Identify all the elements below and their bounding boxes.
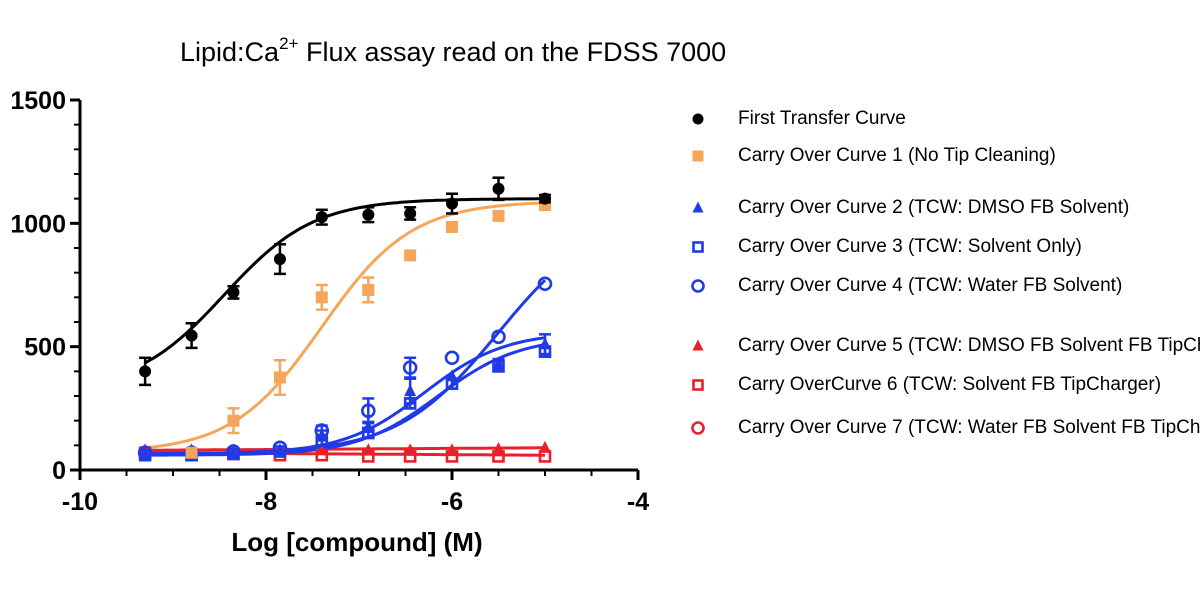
title-superscript: 2+ <box>279 34 299 53</box>
data-point <box>139 365 152 378</box>
data-point <box>227 414 240 427</box>
data-point <box>315 291 328 304</box>
data-point <box>444 350 460 366</box>
data-point <box>402 360 418 375</box>
series-5-points <box>137 276 553 461</box>
data-point <box>446 197 458 210</box>
data-point <box>539 337 551 350</box>
series-3-points <box>139 333 551 459</box>
data-point <box>315 428 328 441</box>
data-point <box>446 369 458 382</box>
x-axis-label: Log [compound] (M) <box>231 527 482 557</box>
x-tick-label: -4 <box>627 488 649 516</box>
data-point <box>315 211 328 224</box>
legend-label: Carry Over Curve 5 (TCW: DMSO FB Solvent… <box>738 335 1200 356</box>
data-point <box>227 445 240 458</box>
data-points <box>137 176 553 463</box>
legend-label: Carry Over Curve 3 (TCW: Solvent Only) <box>738 236 1082 257</box>
data-point <box>185 329 198 342</box>
legend-label: First Transfer Curve <box>738 108 906 129</box>
legend-marker-square-open-icon <box>692 241 704 253</box>
legend-marker-triangle-filled-icon <box>692 339 704 351</box>
legend-item-7: Carry OverCurve 6 (TCW: Solvent FB TipCh… <box>680 372 1161 398</box>
data-point <box>362 208 375 221</box>
data-point <box>273 371 286 384</box>
legend-label: Carry Over Curve 1 (No Tip Cleaning) <box>738 145 1056 166</box>
legend-marker-circle-open-icon <box>691 421 705 435</box>
legend-marker-square-open-icon <box>692 379 704 391</box>
fit-curve-3 <box>145 336 546 456</box>
data-point <box>273 253 286 266</box>
legend-label: Carry Over Curve 2 (TCW: DMSO FB Solvent… <box>738 197 1130 218</box>
data-point <box>539 192 551 205</box>
legend-item-2: Carry Over Curve 1 (No Tip Cleaning) <box>680 143 1056 169</box>
data-point <box>491 329 506 345</box>
data-point <box>404 443 417 456</box>
legend-item-4: Carry Over Curve 3 (TCW: Solvent Only) <box>680 234 1082 260</box>
series-1-points <box>139 176 551 387</box>
data-point <box>185 446 198 459</box>
data-point <box>404 384 417 397</box>
x-tick-label: -10 <box>62 488 98 516</box>
data-point <box>227 286 240 299</box>
x-tick-label: -8 <box>255 488 277 516</box>
legend-item-1: First Transfer Curve <box>680 106 906 132</box>
fit-curve-5 <box>145 279 547 456</box>
data-point <box>537 276 553 292</box>
axes: 0 500 1000 1500 -10 -8 -6 -4 <box>10 87 649 516</box>
title-text-pre: Lipid:Ca <box>180 37 280 67</box>
data-point <box>446 443 458 456</box>
chart-title: Lipid:Ca2+ Flux assay read on the FDSS 7… <box>180 34 727 68</box>
legend-item-3: Carry Over Curve 2 (TCW: DMSO FB Solvent… <box>680 195 1129 221</box>
data-point <box>539 440 551 453</box>
legend: First Transfer Curve Carry Over Curve 1 (… <box>680 0 1200 602</box>
y-tick-label: 0 <box>52 457 66 485</box>
fit-curve-2 <box>144 201 546 450</box>
legend-label: Carry Over Curve 7 (TCW: Water FB Solven… <box>738 417 1200 438</box>
title-text-post: Flux assay read on the FDSS 7000 <box>298 37 727 67</box>
fit-curve-1 <box>144 197 545 365</box>
legend-marker-circle-filled-icon <box>692 113 704 125</box>
y-tick-label: 1000 <box>10 210 66 238</box>
data-point <box>362 419 375 432</box>
data-point <box>362 443 375 456</box>
data-point <box>492 356 505 369</box>
data-point <box>446 221 458 234</box>
legend-item-8: Carry Over Curve 7 (TCW: Water FB Solven… <box>680 415 1200 441</box>
fit-curves <box>144 197 547 457</box>
data-point <box>360 403 376 419</box>
legend-item-5: Carry Over Curve 4 (TCW: Water FB Solven… <box>680 273 1122 299</box>
data-point <box>362 283 375 296</box>
data-point <box>404 249 417 262</box>
fit-curve-6 <box>145 446 545 452</box>
data-point <box>492 182 505 195</box>
y-tick-label: 1500 <box>10 87 66 115</box>
data-point <box>492 442 505 455</box>
legend-item-6: Carry Over Curve 5 (TCW: DMSO FB Solvent… <box>680 333 1200 359</box>
data-point <box>139 446 152 459</box>
legend-marker-square-filled-icon <box>692 150 704 162</box>
data-point <box>492 209 505 222</box>
legend-marker-triangle-filled-icon <box>692 201 704 213</box>
legend-label: Carry Over Curve 4 (TCW: Water FB Solven… <box>738 275 1123 296</box>
legend-label: Carry OverCurve 6 (TCW: Solvent FB TipCh… <box>738 374 1162 395</box>
y-tick-label: 500 <box>24 334 66 362</box>
x-tick-label: -6 <box>441 488 463 516</box>
data-point <box>315 443 328 456</box>
data-point <box>273 443 286 456</box>
legend-marker-circle-open-icon <box>691 279 705 293</box>
data-point <box>404 207 417 220</box>
error-bar <box>362 397 375 425</box>
